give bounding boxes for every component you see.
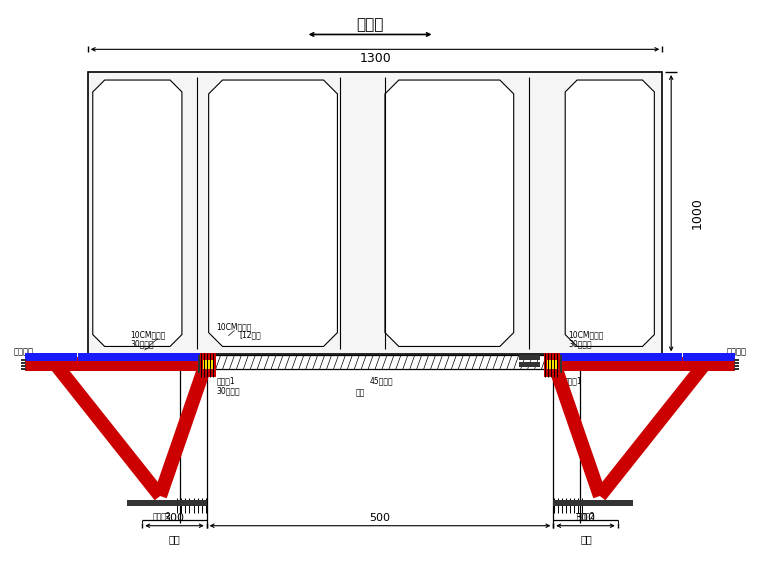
- Bar: [21, 368, 27, 370]
- Bar: [544, 353, 560, 377]
- Text: 墩身: 墩身: [168, 535, 180, 545]
- Bar: [88, 72, 662, 354]
- Text: 300: 300: [163, 513, 185, 523]
- Bar: [198, 356, 210, 373]
- Bar: [21, 362, 27, 364]
- Text: 预埋件2: 预埋件2: [153, 512, 172, 520]
- Bar: [518, 356, 540, 360]
- Text: 墩身: 墩身: [580, 535, 592, 545]
- Polygon shape: [565, 80, 654, 346]
- Text: 垫架: 垫架: [355, 389, 365, 397]
- Polygon shape: [48, 357, 166, 501]
- Text: I: I: [245, 360, 248, 373]
- Bar: [518, 362, 540, 367]
- Bar: [553, 500, 632, 506]
- Text: 30工半钢: 30工半钢: [568, 339, 592, 348]
- Bar: [21, 359, 27, 361]
- Text: 预埋件2: 预埋件2: [577, 512, 595, 520]
- Bar: [25, 353, 77, 361]
- Text: 定型钢模: 定型钢模: [727, 347, 746, 356]
- Polygon shape: [93, 80, 182, 346]
- Text: 定型钢模: 定型钢模: [14, 347, 33, 356]
- Bar: [200, 353, 216, 377]
- Text: [12槽钢: [12槽钢: [239, 330, 261, 339]
- Text: 预埋件1: 预埋件1: [217, 376, 235, 386]
- Polygon shape: [546, 359, 606, 498]
- Bar: [33, 357, 211, 371]
- Text: 30工半钢: 30工半钢: [217, 386, 240, 396]
- Polygon shape: [209, 80, 337, 346]
- Text: 1000: 1000: [690, 197, 704, 229]
- Bar: [683, 361, 735, 371]
- Polygon shape: [385, 80, 514, 346]
- Bar: [128, 500, 207, 506]
- Bar: [733, 359, 739, 361]
- Text: 300: 300: [575, 513, 596, 523]
- Polygon shape: [154, 359, 214, 498]
- Bar: [549, 357, 727, 371]
- Text: 10CM厚钢模: 10CM厚钢模: [568, 330, 603, 339]
- Text: 30工半钢: 30工半钢: [131, 339, 154, 348]
- Text: 预埋件1: 预埋件1: [563, 376, 582, 386]
- Text: 45工半钢: 45工半钢: [370, 376, 394, 386]
- Text: 1300: 1300: [359, 52, 391, 65]
- Text: 顺桥向: 顺桥向: [356, 17, 384, 32]
- Text: 10CM厚钢模: 10CM厚钢模: [131, 330, 166, 339]
- Bar: [733, 365, 739, 367]
- Bar: [547, 360, 557, 369]
- Bar: [25, 361, 77, 371]
- Text: 500: 500: [369, 513, 391, 523]
- Bar: [21, 365, 27, 367]
- Bar: [683, 353, 735, 361]
- Bar: [550, 356, 562, 373]
- Bar: [203, 360, 213, 369]
- Bar: [733, 368, 739, 370]
- Bar: [211, 356, 553, 369]
- Polygon shape: [594, 357, 712, 501]
- Bar: [78, 353, 207, 361]
- Text: 10CM厚钢模: 10CM厚钢模: [217, 322, 252, 331]
- Bar: [733, 362, 739, 364]
- Bar: [553, 353, 682, 361]
